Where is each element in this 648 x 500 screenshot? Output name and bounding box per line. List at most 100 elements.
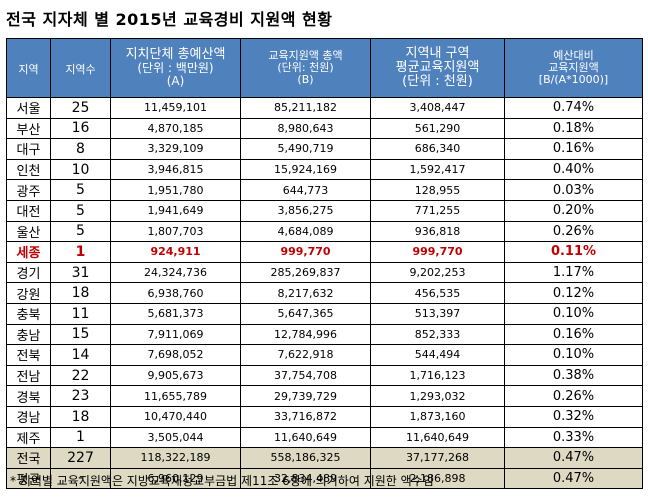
cell-ratio: 0.16%	[504, 138, 643, 160]
cell-ratio: 0.12%	[504, 282, 643, 304]
cell-region: 광주	[6, 179, 51, 201]
table-row: 전북 14 7,698,052 7,622,918 544,494 0.10%	[6, 344, 643, 366]
cell-ratio: 0.26%	[504, 385, 643, 407]
cell-count: 11	[50, 302, 111, 325]
cell-support: 12,784,996	[240, 323, 371, 346]
table-row: 경북 23 11,655,789 29,739,729 1,293,032 0.26%	[6, 385, 643, 407]
cell-budget: 5,681,373	[110, 302, 241, 325]
cell-support: 5,647,365	[240, 302, 371, 325]
cell-region: 세종	[6, 241, 51, 263]
cell-region: 평균	[6, 467, 51, 490]
cell-support: 644,773	[240, 179, 371, 201]
table-row: 광주 5 1,951,780 644,773 128,955 0.03%	[6, 179, 643, 201]
table-row: 세종 1 924,911 999,770 999,770 0.11%	[6, 241, 643, 263]
table-row: 경남 18 10,470,440 33,716,872 1,873,160 0.32%	[6, 405, 643, 428]
table-row: 평균 -6,960,129 32,834,489 2,186,898 0.47%	[6, 467, 643, 490]
cell-budget: 118,322,189	[110, 447, 241, 469]
table-row: 전남 22 9,905,673 37,754,708 1,716,123 0.38%	[6, 364, 643, 387]
cell-count: 16	[50, 117, 111, 140]
cell-region: 대전	[6, 199, 51, 222]
cell-budget: 924,911	[110, 241, 241, 263]
cell-count: 14	[50, 344, 111, 366]
cell-support: 3,856,275	[240, 199, 371, 222]
cell-region: 서울	[6, 97, 51, 119]
cell-count: 22	[50, 364, 111, 387]
cell-budget: 1,941,649	[110, 199, 241, 222]
cell-avg: 1,293,032	[370, 385, 505, 407]
table-row: 대구 8 3,329,109 5,490,719 686,340 0.16%	[6, 138, 643, 160]
cell-count: 15	[50, 323, 111, 346]
cell-budget: 11,459,101	[110, 97, 241, 119]
cell-support: 11,640,649	[240, 426, 371, 449]
cell-support: 4,684,089	[240, 220, 371, 243]
cell-budget: 11,655,789	[110, 385, 241, 407]
cell-region: 충남	[6, 323, 51, 346]
cell-budget: 10,470,440	[110, 405, 241, 428]
cell-avg: 37,177,268	[370, 447, 505, 469]
cell-ratio: 0.47%	[504, 467, 643, 490]
cell-budget: 4,870,185	[110, 117, 241, 140]
cell-avg: 3,408,447	[370, 97, 505, 119]
cell-avg: 999,770	[370, 241, 505, 263]
cell-ratio: 0.18%	[504, 117, 643, 140]
cell-avg: 1,592,417	[370, 158, 505, 181]
cell-support: 29,739,729	[240, 385, 371, 407]
cell-count: 25	[50, 97, 111, 119]
cell-avg: 686,340	[370, 138, 505, 160]
cell-count: 227	[50, 447, 111, 469]
cell-ratio: 0.47%	[504, 447, 643, 469]
cell-count: 5	[50, 179, 111, 201]
table-row: 울산 5 1,807,703 4,684,089 936,818 0.26%	[6, 220, 643, 243]
cell-ratio: 0.16%	[504, 323, 643, 346]
cell-support: 33,716,872	[240, 405, 371, 428]
support-table: 지역 지역수 지치단체 총예산액 (단위 : 백만원) (A) 교육지원액 총액…	[6, 38, 643, 490]
cell-count: -	[50, 467, 111, 490]
cell-region: 경북	[6, 385, 51, 407]
cell-ratio: 0.26%	[504, 220, 643, 243]
cell-support: 8,217,632	[240, 282, 371, 304]
table-row: 대전 5 1,941,649 3,856,275 771,255 0.20%	[6, 199, 643, 222]
table-row: 충남 15 7,911,069 12,784,996 852,333 0.16%	[6, 323, 643, 346]
cell-budget: 6,960,129	[110, 467, 241, 490]
table-row: 강원 18 6,938,760 8,217,632 456,535 0.12%	[6, 282, 643, 304]
cell-region: 경남	[6, 405, 51, 428]
cell-ratio: 0.10%	[504, 344, 643, 366]
cell-budget: 24,324,736	[110, 261, 241, 284]
table-row: 제주 1 3,505,044 11,640,649 11,640,649 0.33%	[6, 426, 643, 449]
table-header-row: 지역 지역수 지치단체 총예산액 (단위 : 백만원) (A) 교육지원액 총액…	[6, 38, 643, 98]
cell-ratio: 0.74%	[504, 97, 643, 119]
cell-avg: 1,873,160	[370, 405, 505, 428]
cell-avg: 1,716,123	[370, 364, 505, 387]
cell-budget: 3,946,815	[110, 158, 241, 181]
cell-avg: 9,202,253	[370, 261, 505, 284]
table-row: 경기 31 24,324,736 285,269,837 9,202,253 1.17%	[6, 261, 643, 284]
cell-ratio: 0.32%	[504, 405, 643, 428]
cell-ratio: 0.20%	[504, 199, 643, 222]
cell-count: 23	[50, 385, 111, 407]
cell-support: 999,770	[240, 241, 371, 263]
table-row: 인천 10 3,946,815 15,924,169 1,592,417 0.40%	[6, 158, 643, 181]
table-row: 서울 25 11,459,101 85,211,182 3,408,447 0.74%	[6, 97, 643, 119]
cell-support: 37,754,708	[240, 364, 371, 387]
cell-region: 충북	[6, 302, 51, 325]
cell-ratio: 0.10%	[504, 302, 643, 325]
cell-region: 경기	[6, 261, 51, 284]
cell-ratio: 1.17%	[504, 261, 643, 284]
table-body: 서울 25 11,459,101 85,211,182 3,408,447 0.74% 부산…	[6, 97, 643, 490]
cell-avg: 456,535	[370, 282, 505, 304]
cell-count: 31	[50, 261, 111, 284]
cell-support: 5,490,719	[240, 138, 371, 160]
cell-avg: 11,640,649	[370, 426, 505, 449]
cell-ratio: 0.40%	[504, 158, 643, 181]
cell-count: 10	[50, 158, 111, 181]
cell-budget: 3,505,044	[110, 426, 241, 449]
cell-avg: 852,333	[370, 323, 505, 346]
cell-count: 5	[50, 220, 111, 243]
cell-region: 제주	[6, 426, 51, 449]
cell-avg: 513,397	[370, 302, 505, 325]
cell-budget: 9,905,673	[110, 364, 241, 387]
cell-support: 85,211,182	[240, 97, 371, 119]
page-title: 전국 지자체 별 2015년 교육경비 지원액 현황	[6, 10, 333, 29]
cell-region: 전북	[6, 344, 51, 366]
cell-support: 15,924,169	[240, 158, 371, 181]
